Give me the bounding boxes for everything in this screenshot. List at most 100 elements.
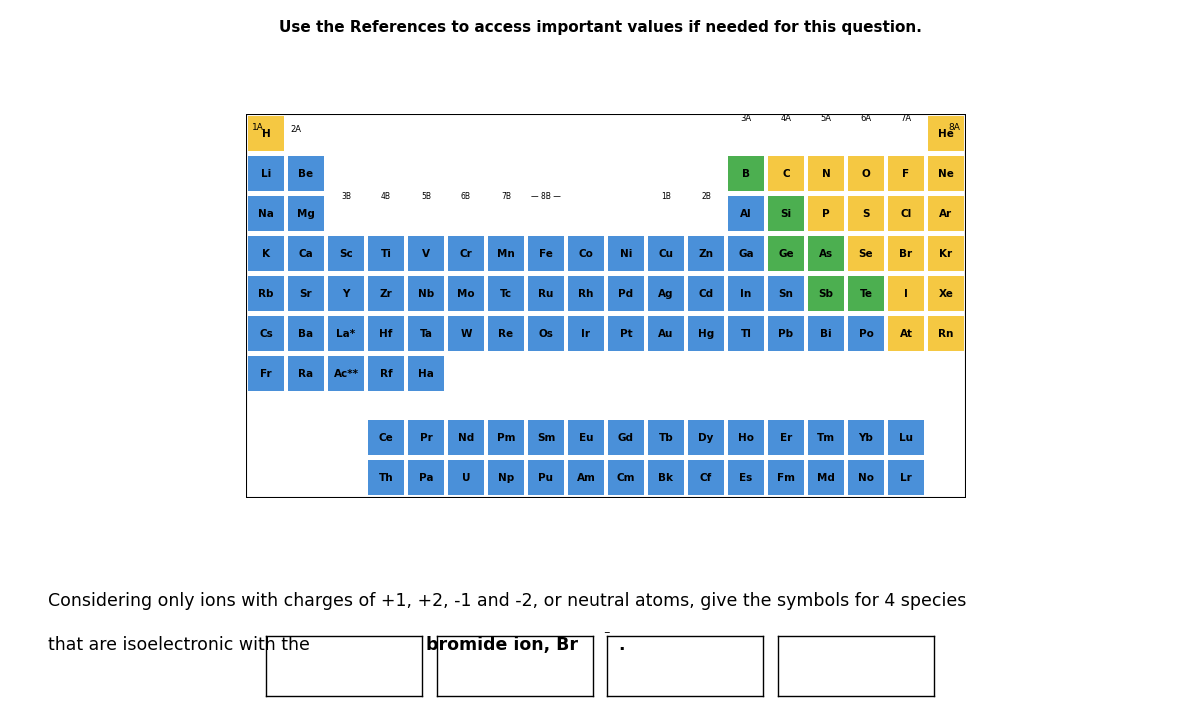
Bar: [488, 420, 523, 456]
Text: Pm: Pm: [497, 433, 515, 443]
Text: Pu: Pu: [539, 473, 553, 483]
Text: 2A: 2A: [290, 125, 301, 134]
Bar: [929, 316, 964, 352]
Bar: [528, 420, 564, 456]
Text: Pd: Pd: [618, 289, 634, 299]
Bar: [329, 276, 364, 311]
Bar: [288, 356, 324, 392]
Bar: [288, 196, 324, 231]
Bar: [929, 236, 964, 271]
Bar: [248, 116, 283, 151]
Bar: [648, 276, 684, 311]
Text: Ru: Ru: [539, 289, 553, 299]
Text: Pr: Pr: [420, 433, 432, 443]
Text: Nb: Nb: [418, 289, 434, 299]
Text: Ca: Ca: [299, 249, 313, 259]
Bar: [608, 276, 643, 311]
Bar: [608, 316, 643, 352]
Text: Fr: Fr: [260, 369, 272, 379]
Bar: [288, 236, 324, 271]
Bar: [929, 276, 964, 311]
Bar: [888, 236, 924, 271]
Text: Ar: Ar: [940, 209, 953, 219]
Bar: [569, 460, 604, 496]
Bar: [888, 276, 924, 311]
Bar: [608, 420, 643, 456]
Bar: [728, 156, 763, 191]
Text: Considering only ions with charges of +1, +2, -1 and -2, or neutral atoms, give : Considering only ions with charges of +1…: [48, 592, 966, 610]
Bar: [689, 316, 724, 352]
Text: Ag: Ag: [659, 289, 673, 299]
Bar: [888, 156, 924, 191]
Text: Tl: Tl: [740, 329, 751, 339]
Text: Es: Es: [739, 473, 752, 483]
Bar: [809, 276, 844, 311]
Text: Al: Al: [740, 209, 752, 219]
Text: Sn: Sn: [779, 289, 793, 299]
Bar: [888, 196, 924, 231]
Bar: [528, 316, 564, 352]
Bar: [449, 460, 484, 496]
Text: Gd: Gd: [618, 433, 634, 443]
Text: Co: Co: [578, 249, 594, 259]
Text: Ti: Ti: [380, 249, 391, 259]
Text: Ni: Ni: [620, 249, 632, 259]
Text: Yb: Yb: [858, 433, 874, 443]
Bar: [848, 460, 883, 496]
Bar: [809, 460, 844, 496]
Text: Eu: Eu: [578, 433, 593, 443]
Text: Cm: Cm: [617, 473, 635, 483]
Bar: [408, 460, 444, 496]
Text: Ba: Ba: [299, 329, 313, 339]
Bar: [288, 156, 324, 191]
Bar: [449, 420, 484, 456]
Text: Br: Br: [900, 249, 912, 259]
Text: Tm: Tm: [817, 433, 835, 443]
Text: P: P: [822, 209, 830, 219]
Text: Os: Os: [539, 329, 553, 339]
Text: Pb: Pb: [779, 329, 793, 339]
Text: Cl: Cl: [900, 209, 912, 219]
Text: Bk: Bk: [659, 473, 673, 483]
Text: Np: Np: [498, 473, 514, 483]
Bar: [768, 420, 804, 456]
Bar: [848, 236, 883, 271]
Bar: [848, 276, 883, 311]
Bar: [648, 236, 684, 271]
Text: V: V: [422, 249, 430, 259]
Text: Sm: Sm: [536, 433, 556, 443]
Bar: [689, 460, 724, 496]
Text: Cu: Cu: [659, 249, 673, 259]
Text: 1A: 1A: [252, 122, 264, 131]
Bar: [728, 460, 763, 496]
Text: O: O: [862, 169, 870, 179]
Text: 4B: 4B: [380, 192, 391, 201]
Text: 6B: 6B: [461, 192, 470, 201]
Text: Ho: Ho: [738, 433, 754, 443]
Text: H: H: [262, 129, 270, 138]
Bar: [329, 236, 364, 271]
Bar: [528, 236, 564, 271]
Text: Xe: Xe: [938, 289, 954, 299]
Bar: [809, 420, 844, 456]
Text: Hf: Hf: [379, 329, 392, 339]
Text: Cf: Cf: [700, 473, 712, 483]
Text: Re: Re: [498, 329, 514, 339]
Text: 1B: 1B: [661, 192, 671, 201]
Text: Sr: Sr: [300, 289, 312, 299]
Bar: [648, 460, 684, 496]
Bar: [768, 276, 804, 311]
Bar: [648, 316, 684, 352]
Text: Cd: Cd: [698, 289, 714, 299]
Text: Rf: Rf: [379, 369, 392, 379]
Bar: [248, 236, 283, 271]
Bar: [768, 316, 804, 352]
Text: 6A: 6A: [860, 114, 871, 122]
Text: Li: Li: [260, 169, 271, 179]
Text: Y: Y: [342, 289, 349, 299]
Text: 3A: 3A: [740, 114, 751, 122]
Bar: [368, 276, 403, 311]
Text: Cs: Cs: [259, 329, 272, 339]
Text: N: N: [822, 169, 830, 179]
Text: — 8B —: — 8B —: [532, 192, 560, 201]
